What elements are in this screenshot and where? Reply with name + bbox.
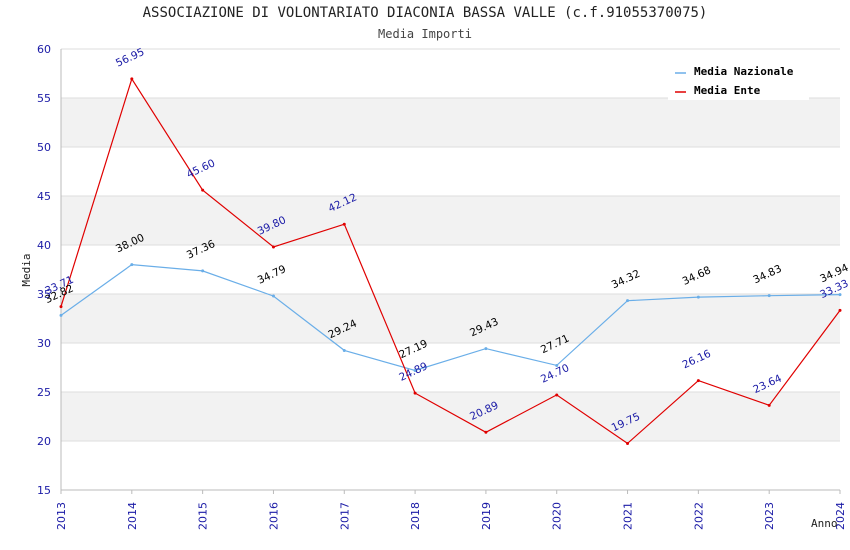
y-tick-label: 50 [37, 141, 51, 154]
data-point [838, 293, 842, 297]
data-label: 45.60 [185, 157, 217, 181]
x-tick-label: 2015 [197, 502, 210, 530]
x-tick-label: 2017 [338, 502, 351, 530]
data-point [767, 403, 771, 407]
y-axis-label: Media [20, 253, 33, 286]
y-tick-label: 35 [37, 288, 51, 301]
x-tick-label: 2024 [834, 502, 847, 530]
data-point [342, 222, 346, 226]
data-point [696, 295, 700, 299]
x-tick-label: 2019 [480, 502, 493, 530]
gridlines [61, 48, 840, 491]
y-tick-label: 60 [37, 43, 51, 56]
data-label: 56.95 [114, 46, 146, 70]
data-point [484, 430, 488, 434]
data-point [342, 348, 346, 352]
legend-label-media-nazionale: Media Nazionale [694, 65, 794, 78]
data-label: 34.68 [681, 264, 713, 288]
data-label: 24.89 [397, 360, 429, 384]
plot-bands [61, 98, 840, 441]
data-point [271, 294, 275, 298]
x-tick-label: 2016 [267, 502, 280, 530]
data-point [59, 305, 63, 309]
data-point [767, 294, 771, 298]
data-point [271, 245, 275, 249]
y-tick-label: 30 [37, 337, 51, 350]
x-tick-label: 2023 [763, 502, 776, 530]
data-point [130, 77, 134, 81]
legend: Media Nazionale Media Ente [668, 58, 809, 100]
y-tick-label: 15 [37, 484, 51, 497]
data-label: 34.83 [751, 263, 783, 287]
data-point [555, 363, 559, 367]
data-point [626, 299, 630, 303]
data-point [626, 441, 630, 445]
y-tick-label: 25 [37, 386, 51, 399]
data-point [413, 391, 417, 395]
x-axis-label: Anno [811, 517, 838, 530]
x-tick-label: 2014 [126, 502, 139, 530]
chart-title: ASSOCIAZIONE DI VOLONTARIATO DIACONIA BA… [142, 5, 708, 21]
data-point [201, 269, 205, 273]
series-line-media-ente [60, 77, 841, 445]
data-point [838, 308, 842, 312]
data-point [484, 347, 488, 351]
data-point [130, 263, 134, 267]
series-line-media-nazionale [60, 263, 841, 372]
y-tick-label: 40 [37, 239, 51, 252]
legend-box [668, 58, 809, 100]
data-point [555, 393, 559, 397]
data-label: 26.16 [681, 348, 714, 372]
x-tick-label: 2018 [409, 502, 422, 530]
data-point [59, 313, 63, 317]
data-point [201, 188, 205, 192]
data-point [696, 379, 700, 383]
y-tick-label: 45 [37, 190, 51, 203]
y-tick-label: 20 [37, 435, 51, 448]
x-tick-label: 2013 [55, 502, 68, 530]
axes [60, 49, 841, 494]
x-tick-label: 2020 [551, 502, 564, 530]
data-label: 34.79 [256, 263, 288, 287]
x-tick-labels: 2013 2014 2015 2016 2017 2018 2019 2020 2021 2022… [55, 502, 847, 530]
plot-band [61, 294, 840, 343]
data-label: 34.32 [610, 268, 642, 292]
plot-band [61, 196, 840, 245]
x-tick-label: 2021 [622, 502, 635, 530]
series-lines [59, 77, 842, 445]
x-tick-label: 2022 [692, 502, 705, 530]
data-point [413, 369, 417, 373]
plot-band [61, 98, 840, 147]
y-tick-labels: 15 20 25 30 35 40 45 50 55 60 [37, 43, 51, 497]
plot-band [61, 392, 840, 441]
legend-label-media-ente: Media Ente [694, 84, 761, 97]
chart-subtitle: Media Importi [378, 27, 472, 41]
y-tick-label: 55 [37, 92, 51, 105]
